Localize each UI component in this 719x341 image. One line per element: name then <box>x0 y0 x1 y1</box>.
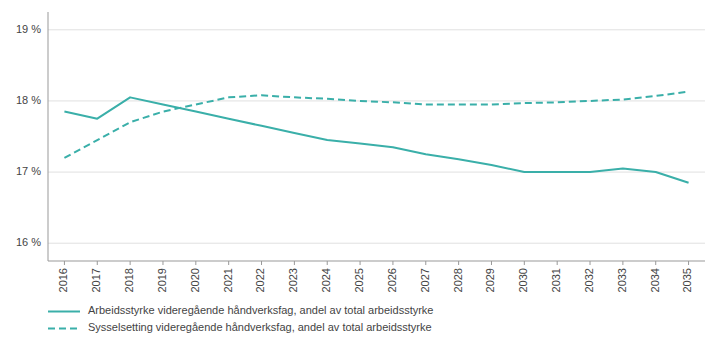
x-tick-label: 2016 <box>57 268 69 292</box>
x-tick <box>162 261 163 265</box>
y-tick-label: 19 % <box>16 23 41 35</box>
x-tick <box>195 261 196 265</box>
x-tick-label: 2022 <box>254 268 266 292</box>
x-tick-label: 2035 <box>681 268 693 292</box>
x-axis-line <box>48 261 705 262</box>
x-tick <box>688 261 689 265</box>
x-tick-label: 2017 <box>90 268 102 292</box>
legend-swatch <box>48 311 80 313</box>
x-tick <box>64 261 65 265</box>
x-tick <box>228 261 229 265</box>
x-tick <box>557 261 558 265</box>
x-tick-label: 2018 <box>123 268 135 292</box>
x-tick-label: 2032 <box>583 268 595 292</box>
x-tick-label: 2034 <box>649 268 661 292</box>
x-tick-label: 2029 <box>484 268 496 292</box>
x-tick <box>294 261 295 265</box>
x-tick <box>97 261 98 265</box>
y-tick-label: 17 % <box>16 165 41 177</box>
x-tick-label: 2026 <box>386 268 398 292</box>
x-tick-label: 2024 <box>320 268 332 292</box>
series-line <box>64 92 688 158</box>
grid-line <box>48 29 705 30</box>
x-tick <box>360 261 361 265</box>
legend-label: Arbeidsstyrke videregående håndverksfag,… <box>88 304 433 316</box>
x-tick <box>655 261 656 265</box>
chart: 16 % 17 % 18 % 19 % 2016 2017 2018 2019 2020 2021… <box>0 0 719 341</box>
x-tick <box>491 261 492 265</box>
legend-swatch <box>48 328 80 330</box>
x-tick-label: 2025 <box>353 268 365 292</box>
y-tick-label: 18 % <box>16 94 41 106</box>
x-tick <box>458 261 459 265</box>
y-axis-line <box>48 12 49 261</box>
x-tick-label: 2030 <box>517 268 529 292</box>
y-tick-label: 16 % <box>16 236 41 248</box>
x-tick-label: 2027 <box>419 268 431 292</box>
grid <box>48 30 705 243</box>
x-tick <box>327 261 328 265</box>
plot-area <box>64 92 688 183</box>
x-tick-label: 2033 <box>616 268 628 292</box>
x-tick <box>261 261 262 265</box>
legend: Arbeidsstyrke videregående håndverksfag,… <box>48 304 433 333</box>
x-tick <box>425 261 426 265</box>
grid-line <box>48 243 705 244</box>
x-tick <box>622 261 623 265</box>
x-tick <box>524 261 525 265</box>
x-tick-label: 2019 <box>156 268 168 292</box>
grid-line <box>48 172 705 173</box>
x-tick <box>590 261 591 265</box>
x-tick-label: 2031 <box>550 268 562 292</box>
series-line <box>64 97 688 182</box>
legend-label: Sysselsetting videregående håndverksfag,… <box>88 321 432 333</box>
x-tick-label: 2020 <box>189 268 201 292</box>
x-tick <box>392 261 393 265</box>
x-tick <box>130 261 131 265</box>
x-tick-label: 2023 <box>287 268 299 292</box>
axes: 16 % 17 % 18 % 19 % 2016 2017 2018 2019 2020 2021… <box>16 12 705 292</box>
x-tick-label: 2028 <box>452 268 464 292</box>
x-tick-label: 2021 <box>222 268 234 292</box>
